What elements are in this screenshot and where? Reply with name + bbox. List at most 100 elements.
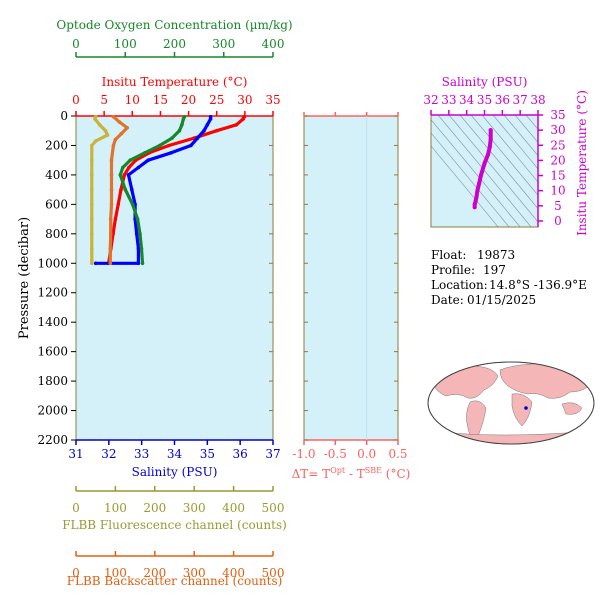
series-point-oxygen [121, 165, 125, 170]
series-point-backscatter [111, 114, 116, 119]
ts-y-tick-label: 10 [550, 184, 565, 198]
backscatter-tick-label: 100 [104, 566, 127, 580]
series-point-oxygen [140, 261, 145, 266]
salinity-axis-title: Salinity (PSU) [132, 465, 218, 479]
backscatter-tick-label: 400 [222, 566, 245, 580]
dt-axis-title-part: - T [345, 467, 365, 481]
series-point-backscatter [108, 254, 113, 258]
ts-x-tick-label: 35 [477, 93, 492, 107]
series-point-salinity [136, 261, 141, 266]
float-location-marker [524, 406, 528, 410]
ts-x-axis-title: Salinity (PSU) [442, 75, 528, 89]
info-profile-label: Profile: [431, 263, 475, 277]
series-point-backscatter [108, 246, 113, 251]
info-location-value: 14.8°S -136.9°E [489, 278, 587, 292]
backscatter-tick-label: 300 [183, 566, 206, 580]
dt-axis-title-part: Opt [330, 466, 346, 475]
series-point-temp [241, 117, 245, 121]
world-map-inset [427, 361, 595, 445]
ts-profile-point [488, 137, 493, 142]
dt-tick-label: 0.0 [357, 447, 376, 461]
ts-x-tick-label: 34 [459, 93, 475, 107]
ts-profile-point [472, 202, 477, 207]
pressure-tick-label: 0 [60, 109, 68, 123]
series-point-salinity [208, 117, 213, 121]
pressure-tick-label: 1200 [37, 286, 68, 300]
pressure-tick-label: 2000 [37, 404, 68, 418]
isopycnal-line [437, 115, 532, 227]
series-point-oxygen [181, 117, 186, 121]
main-profile-plot: 0200400600800100012001400160018002000220… [17, 18, 293, 588]
series-point-fluor [90, 187, 94, 192]
isopycnal-line [536, 75, 609, 267]
salinity-tick-label: 31 [68, 447, 83, 461]
pressure-tick-label: 200 [45, 138, 68, 152]
salinity-tick-label: 36 [233, 447, 248, 461]
isopycnal-line [481, 115, 538, 183]
dt-axis-title: ΔT= TOpt - TSBE (°C) [292, 466, 411, 481]
ts-x-tick-label: 37 [513, 93, 528, 107]
info-date-value: 01/15/2025 [467, 293, 536, 307]
oxygen-tick-label: 300 [212, 37, 235, 51]
ts-profile-point [475, 188, 480, 193]
fluor-axis-title: FLBB Fluorescence channel (counts) [62, 518, 287, 532]
series-point-fluor [103, 128, 108, 133]
series-point-backscatter [108, 261, 113, 266]
series-point-salinity [136, 246, 141, 251]
series-point-backscatter [109, 158, 114, 162]
series-point-salinity [126, 173, 131, 177]
series-point-oxygen [170, 136, 174, 140]
ts-profile-point [482, 161, 487, 166]
series-point-temp [234, 123, 239, 127]
map-border [427, 361, 595, 445]
pressure-tick-label: 1000 [37, 256, 68, 270]
series-point-oxygen [118, 173, 123, 177]
series-point-temp [119, 187, 123, 192]
ts-profile-point [472, 205, 477, 210]
series-point-salinity [130, 187, 134, 192]
ts-profile-point [487, 144, 492, 149]
fluor-tick-label: 500 [262, 501, 285, 515]
dt-axis-title-part: (°C) [382, 467, 410, 481]
backscatter-axis-title: FLBB Backscatter channel (counts) [67, 574, 283, 588]
series-point-oxygen [135, 217, 140, 221]
ts-profile-point [478, 173, 483, 178]
series-point-fluor [90, 158, 94, 162]
series-point-backscatter [108, 232, 113, 236]
fluor-tick-label: 0 [72, 501, 80, 515]
pressure-tick-label: 400 [45, 168, 68, 182]
map-landmass [511, 393, 533, 427]
series-point-fluor [90, 246, 94, 251]
isopycnal-line [431, 119, 521, 227]
backscatter-tick-label: 500 [262, 566, 285, 580]
float-info-block: Float: 19873 Profile: 197 Location: 14.8… [431, 248, 587, 307]
main-plot-background [75, 115, 274, 441]
series-point-fluor [90, 173, 94, 177]
series-point-salinity [195, 136, 200, 140]
isopycnal-line [431, 132, 510, 227]
dt-axis-title-part: ΔT= T [292, 467, 331, 481]
series-point-salinity [146, 158, 150, 162]
ts-y-tick-label: 15 [550, 169, 565, 183]
series-point-backscatter [108, 217, 113, 221]
series-point-temp [116, 202, 120, 207]
series-point-fluor [93, 139, 98, 143]
isopycnal-line [492, 115, 538, 170]
fluor-tick-label: 300 [183, 501, 206, 515]
isopycnal-line [431, 145, 499, 227]
temp-tick-label: 10 [125, 93, 140, 107]
series-point-fluor [93, 117, 97, 121]
dt-tick-label: -1.0 [292, 447, 315, 461]
salinity-tick-label: 33 [134, 447, 149, 461]
series-point-temp [167, 143, 171, 148]
ts-y-tick-label: 0 [554, 214, 562, 228]
info-date-label: Date: [431, 293, 464, 307]
series-point-backscatter [109, 173, 114, 177]
series-point-temp [127, 165, 131, 170]
info-location-label: Location: [431, 278, 488, 292]
pressure-tick-label: 1400 [37, 315, 68, 329]
isopycnal-line [459, 115, 538, 210]
series-point-salinity [169, 151, 173, 155]
